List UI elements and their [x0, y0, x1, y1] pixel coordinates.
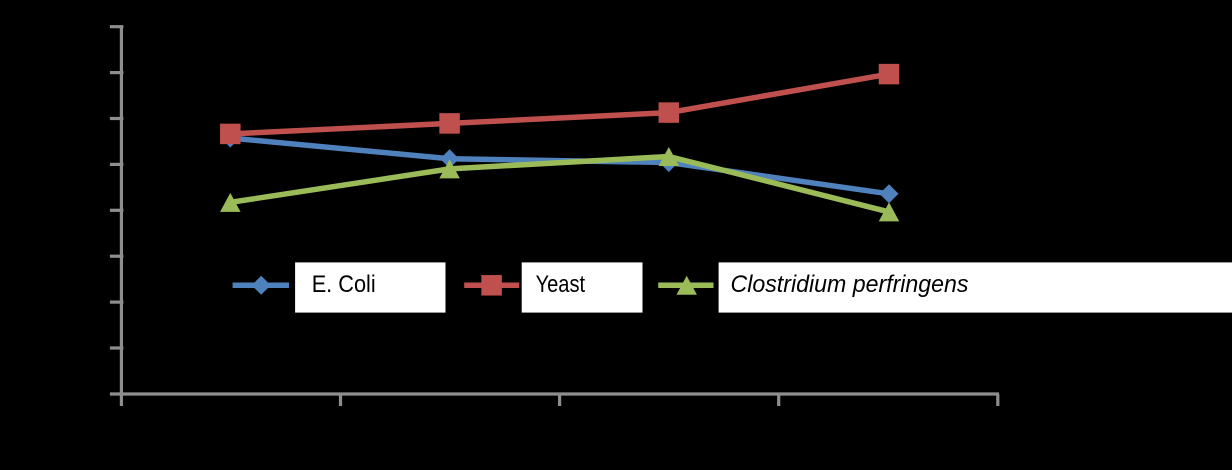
svg-text:Clostridium perfringens: Clostridium perfringens	[731, 271, 969, 298]
svg-text:Yeast: Yeast	[536, 271, 586, 298]
svg-text:E. Coli: E. Coli	[312, 271, 376, 298]
